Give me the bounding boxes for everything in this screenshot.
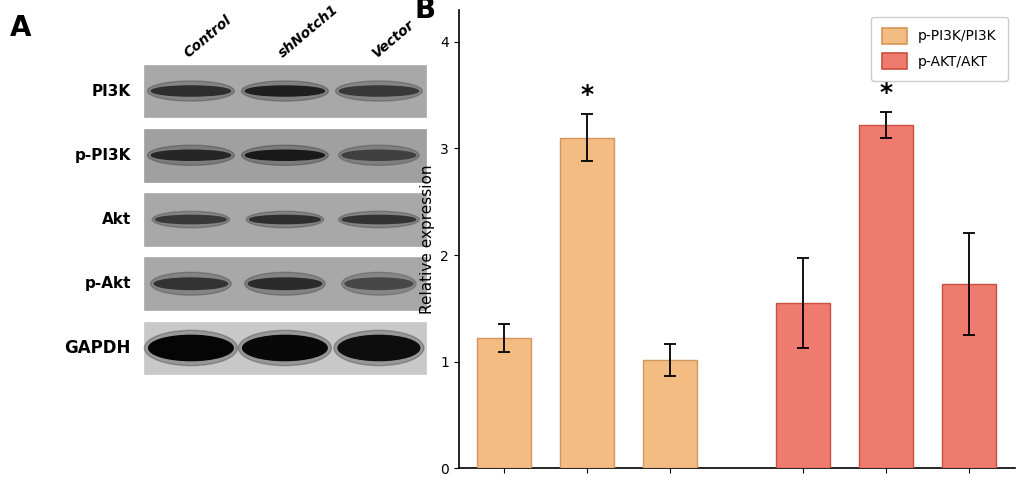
Bar — [144, 193, 426, 246]
Ellipse shape — [339, 86, 418, 96]
Text: GAPDH: GAPDH — [64, 339, 130, 357]
Bar — [144, 65, 426, 118]
Ellipse shape — [338, 211, 419, 228]
Ellipse shape — [151, 150, 230, 160]
Ellipse shape — [154, 278, 227, 290]
Y-axis label: Relative expression: Relative expression — [419, 164, 434, 314]
Legend: p-PI3K/PI3K, p-AKT/AKT: p-PI3K/PI3K, p-AKT/AKT — [870, 17, 1007, 80]
Ellipse shape — [151, 86, 230, 96]
Ellipse shape — [342, 216, 415, 224]
Text: p-Akt: p-Akt — [85, 276, 130, 291]
Text: shNotch1: shNotch1 — [276, 2, 341, 60]
Ellipse shape — [344, 278, 413, 290]
Text: PI3K: PI3K — [92, 84, 130, 98]
Bar — [858, 125, 912, 468]
Text: *: * — [580, 83, 593, 107]
Ellipse shape — [248, 278, 321, 290]
Text: A: A — [9, 14, 31, 42]
Ellipse shape — [151, 272, 231, 295]
Bar — [144, 322, 426, 374]
Ellipse shape — [338, 145, 419, 165]
Ellipse shape — [250, 216, 320, 224]
Ellipse shape — [145, 330, 237, 366]
Bar — [775, 303, 829, 468]
Bar — [477, 338, 531, 468]
Ellipse shape — [149, 336, 233, 360]
Ellipse shape — [246, 150, 324, 160]
Ellipse shape — [341, 272, 416, 295]
Text: B: B — [414, 0, 435, 24]
Bar — [144, 257, 426, 310]
Ellipse shape — [152, 211, 229, 228]
Text: *: * — [878, 80, 892, 105]
Ellipse shape — [333, 330, 424, 366]
Ellipse shape — [242, 145, 328, 165]
Ellipse shape — [335, 81, 422, 101]
Ellipse shape — [245, 272, 325, 295]
Text: Akt: Akt — [102, 212, 130, 227]
Ellipse shape — [242, 81, 328, 101]
Text: Vector: Vector — [370, 17, 417, 60]
Ellipse shape — [148, 145, 234, 165]
Ellipse shape — [246, 86, 324, 96]
Ellipse shape — [243, 336, 327, 360]
Bar — [942, 284, 996, 468]
Bar — [559, 138, 613, 468]
Bar — [643, 359, 697, 468]
Ellipse shape — [156, 216, 226, 224]
Bar — [144, 129, 426, 182]
Ellipse shape — [337, 336, 420, 360]
Ellipse shape — [238, 330, 331, 366]
Ellipse shape — [342, 150, 415, 160]
Text: p-PI3K: p-PI3K — [74, 148, 130, 163]
Ellipse shape — [246, 211, 323, 228]
Text: Control: Control — [181, 12, 234, 60]
Ellipse shape — [148, 81, 234, 101]
